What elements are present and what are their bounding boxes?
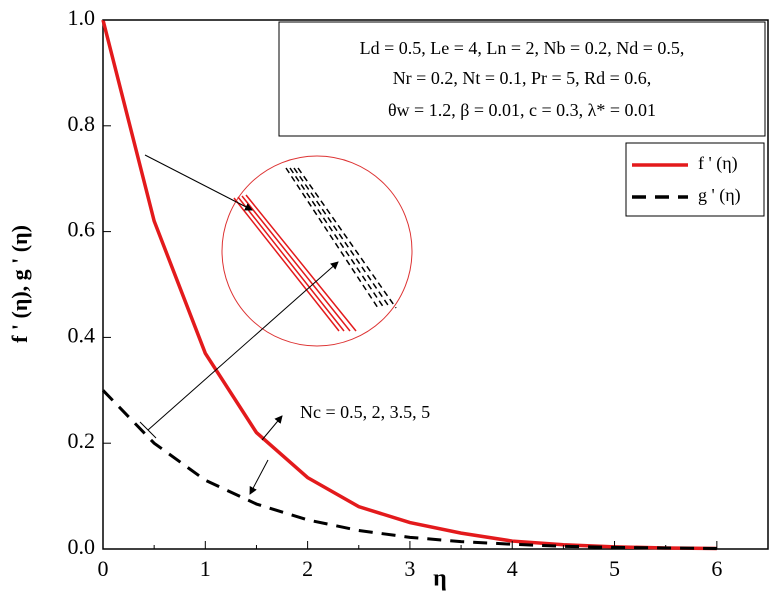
x-tick-label: 6 [711,556,722,581]
trend-arrow [249,459,269,495]
y-tick-label: 0.2 [68,428,96,453]
y-tick-label: 0.0 [68,534,96,559]
x-tick-label: 4 [507,556,518,581]
y-axis-label: f ' (η), g ' (η) [7,225,32,343]
y-tick-label: 0.4 [68,322,96,347]
x-tick-label: 3 [404,556,415,581]
x-axis-label: η [433,566,447,592]
inset-lines [233,194,357,332]
y-tick-label: 0.6 [68,217,96,242]
x-tick-label: 0 [98,556,109,581]
zoom-arrow [147,261,339,431]
legend-label: g ' (η) [698,185,741,206]
info-box [278,21,766,137]
annotation: Nc = 0.5, 2, 3.5, 5 [300,402,430,422]
legend-label: f ' (η) [698,153,738,174]
zoom-tick [139,421,157,439]
info-line: Nr = 0.2, Nt = 0.1, Pr = 5, Rd = 0.6, [393,68,652,88]
x-tick-label: 1 [200,556,211,581]
trend-arrow [261,415,283,441]
plot-frame [102,19,769,550]
info-line: Ld = 0.5, Le = 4, Ln = 2, Nb = 0.2, Nd =… [360,38,685,58]
inset-dashes [285,167,397,309]
legend-box [625,142,765,217]
inset-circle [221,155,413,347]
info-line: θw = 1.2, β = 0.01, c = 0.3, λ* = 0.01 [388,100,656,120]
y-tick-label: 1.0 [68,5,96,30]
x-tick-label: 2 [302,556,313,581]
x-tick-label: 5 [609,556,620,581]
y-tick-label: 0.8 [68,111,96,136]
zoom-arrow [144,154,253,211]
